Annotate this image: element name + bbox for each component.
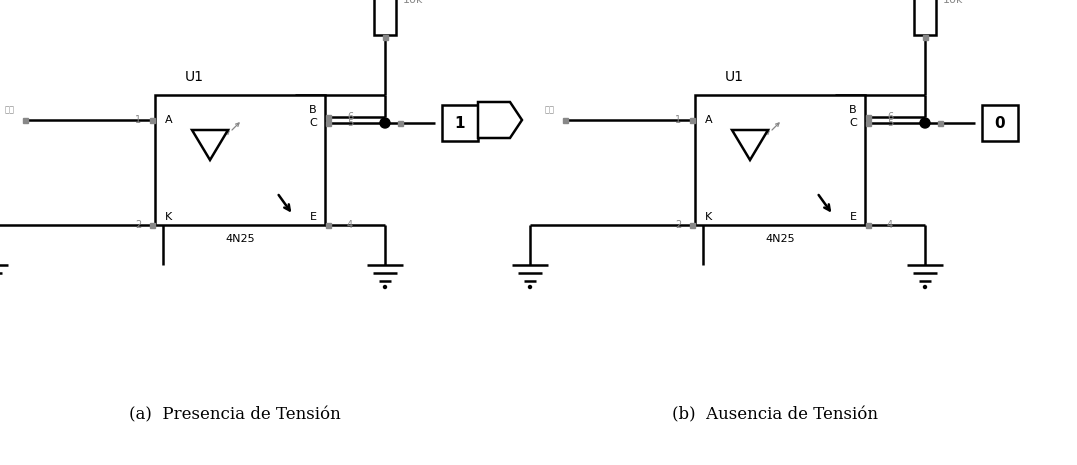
Bar xyxy=(382,35,388,40)
Bar xyxy=(866,120,870,126)
Bar xyxy=(150,118,154,122)
Bar xyxy=(695,95,865,225)
Bar xyxy=(689,118,695,122)
Bar xyxy=(982,105,1018,141)
Text: ⓘⓘ: ⓘⓘ xyxy=(5,106,15,114)
Text: (b)  Ausencia de Tensión: (b) Ausencia de Tensión xyxy=(672,406,878,424)
Text: A: A xyxy=(705,115,713,125)
Text: 1: 1 xyxy=(454,115,465,131)
Text: B: B xyxy=(850,105,857,115)
Text: 5: 5 xyxy=(347,118,353,128)
Text: U1: U1 xyxy=(185,70,204,84)
Text: ⓘⓘ: ⓘⓘ xyxy=(545,106,555,114)
Text: K: K xyxy=(165,212,172,222)
Bar xyxy=(374,0,396,35)
Bar xyxy=(150,222,154,227)
Bar xyxy=(866,222,870,227)
Text: 4N25: 4N25 xyxy=(225,234,255,244)
Circle shape xyxy=(383,286,387,288)
Circle shape xyxy=(923,286,926,288)
Bar xyxy=(442,105,478,141)
Bar xyxy=(325,120,331,126)
Text: 1: 1 xyxy=(494,113,505,127)
Bar xyxy=(914,0,936,35)
Text: B: B xyxy=(309,105,317,115)
Text: 5: 5 xyxy=(887,118,893,128)
Bar xyxy=(562,118,568,122)
Bar xyxy=(155,95,325,225)
Bar xyxy=(937,120,942,126)
Text: 4N25: 4N25 xyxy=(765,234,795,244)
Text: 4: 4 xyxy=(887,220,893,230)
Polygon shape xyxy=(478,102,522,138)
Text: 4: 4 xyxy=(347,220,353,230)
Text: 10k: 10k xyxy=(403,0,423,5)
Bar xyxy=(325,222,331,227)
Text: (a)  Presencia de Tensión: (a) Presencia de Tensión xyxy=(129,406,341,424)
Bar xyxy=(689,222,695,227)
Text: 6: 6 xyxy=(347,112,353,122)
Text: U1: U1 xyxy=(725,70,744,84)
Text: C: C xyxy=(850,118,857,128)
Text: 10k: 10k xyxy=(943,0,964,5)
Text: 1: 1 xyxy=(135,115,141,125)
Text: 0: 0 xyxy=(995,115,1005,131)
Polygon shape xyxy=(732,130,768,160)
Text: 1: 1 xyxy=(675,115,681,125)
Text: E: E xyxy=(310,212,317,222)
Circle shape xyxy=(380,118,390,128)
Text: K: K xyxy=(705,212,712,222)
Text: 2: 2 xyxy=(675,220,681,230)
Bar xyxy=(866,114,870,120)
Text: 6: 6 xyxy=(887,112,893,122)
Bar xyxy=(923,35,927,40)
Bar xyxy=(23,118,28,122)
Text: A: A xyxy=(165,115,172,125)
Polygon shape xyxy=(192,130,228,160)
Text: 2: 2 xyxy=(135,220,141,230)
Bar xyxy=(397,120,403,126)
Text: E: E xyxy=(850,212,857,222)
Bar xyxy=(325,114,331,120)
Circle shape xyxy=(920,118,931,128)
Text: C: C xyxy=(309,118,317,128)
Circle shape xyxy=(529,286,532,288)
